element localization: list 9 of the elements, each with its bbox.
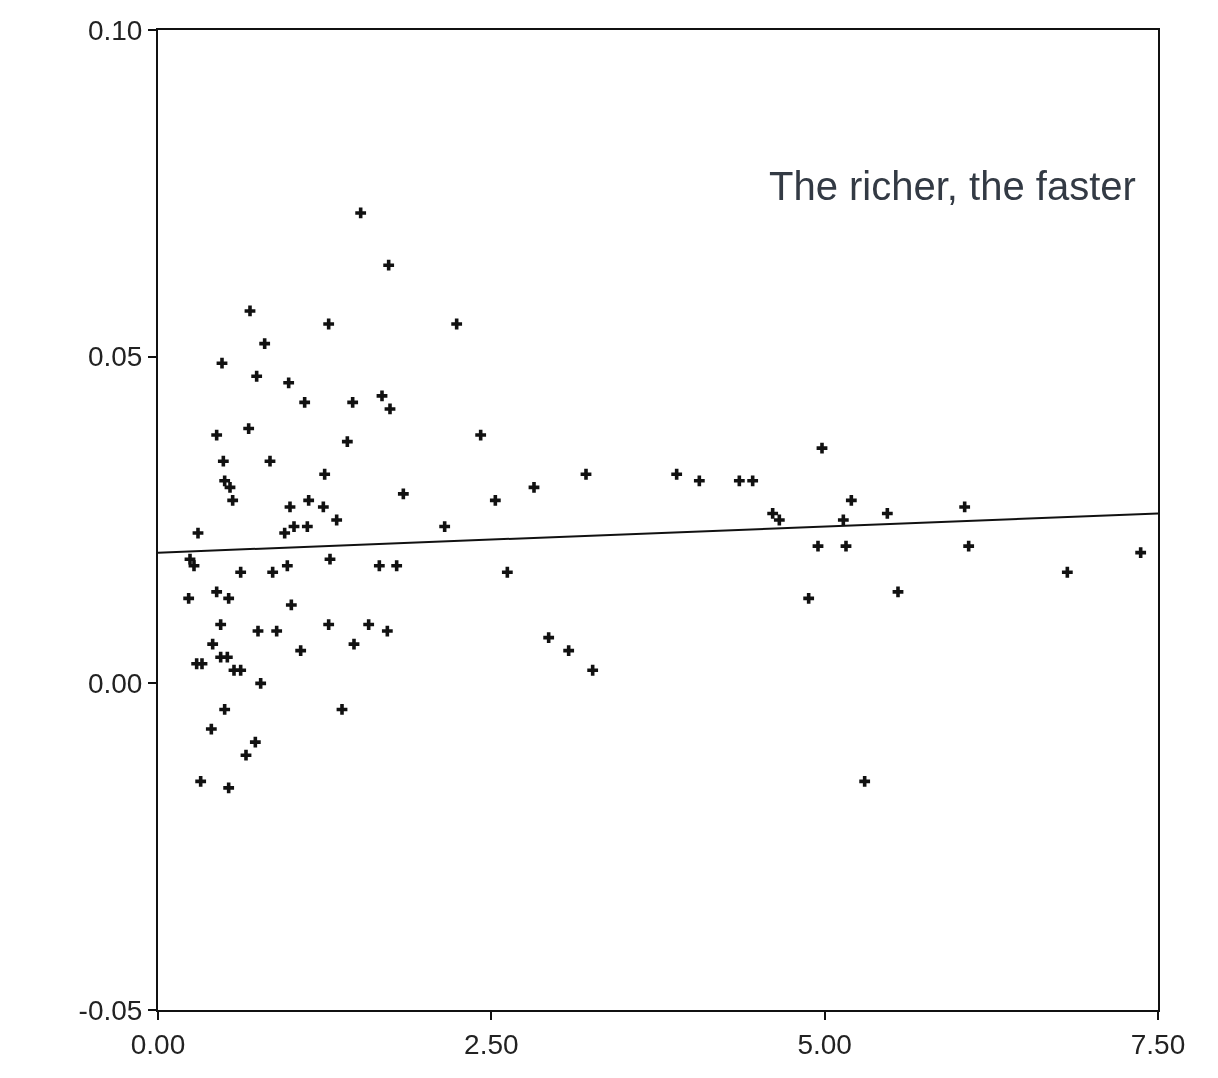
y-tick-label: -0.05 (78, 994, 143, 1026)
y-tick-label: 0.05 (87, 341, 143, 373)
y-tick-label: 0.10 (87, 14, 143, 46)
x-tick-label: 7.50 (1130, 1028, 1186, 1060)
x-tick-label: 0.00 (130, 1028, 186, 1060)
x-tick-label: 2.50 (464, 1028, 519, 1060)
y-tick-label: 0.00 (87, 668, 143, 700)
annotation: The richer, the faster (769, 164, 1136, 208)
x-tick-label: 5.00 (797, 1028, 852, 1060)
